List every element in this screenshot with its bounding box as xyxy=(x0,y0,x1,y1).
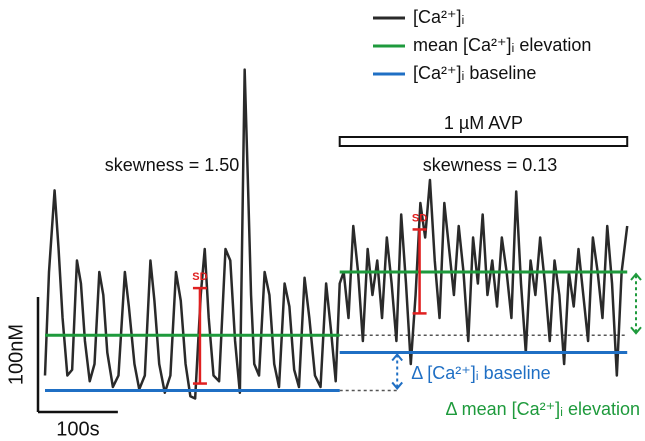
sd-label: SD xyxy=(412,212,427,224)
series-line xyxy=(45,270,628,337)
delta-label: Δ [Ca²⁺]ᵢ baseline xyxy=(411,363,550,383)
sd-label: SD xyxy=(192,271,207,283)
delta-label: Δ mean [Ca²⁺]ᵢ elevation xyxy=(446,399,640,419)
legend-label: mean [Ca²⁺]ᵢ elevation xyxy=(413,35,591,55)
skewness-label: skewness = 0.13 xyxy=(423,155,558,175)
stimulus-label: 1 µM AVP xyxy=(444,113,523,133)
arrow-head xyxy=(630,272,642,335)
skewness-label: skewness = 1.50 xyxy=(105,155,240,175)
arrow-head xyxy=(391,352,403,391)
scale-label-y: 100nM xyxy=(5,324,27,385)
scale-label-x: 100s xyxy=(56,418,99,440)
legend-label: [Ca²⁺]ᵢ baseline xyxy=(413,63,536,83)
stimulus-bar xyxy=(338,136,629,147)
legend-label: [Ca²⁺]ᵢ xyxy=(413,7,464,27)
series-line xyxy=(45,351,628,392)
series-line xyxy=(43,68,629,400)
